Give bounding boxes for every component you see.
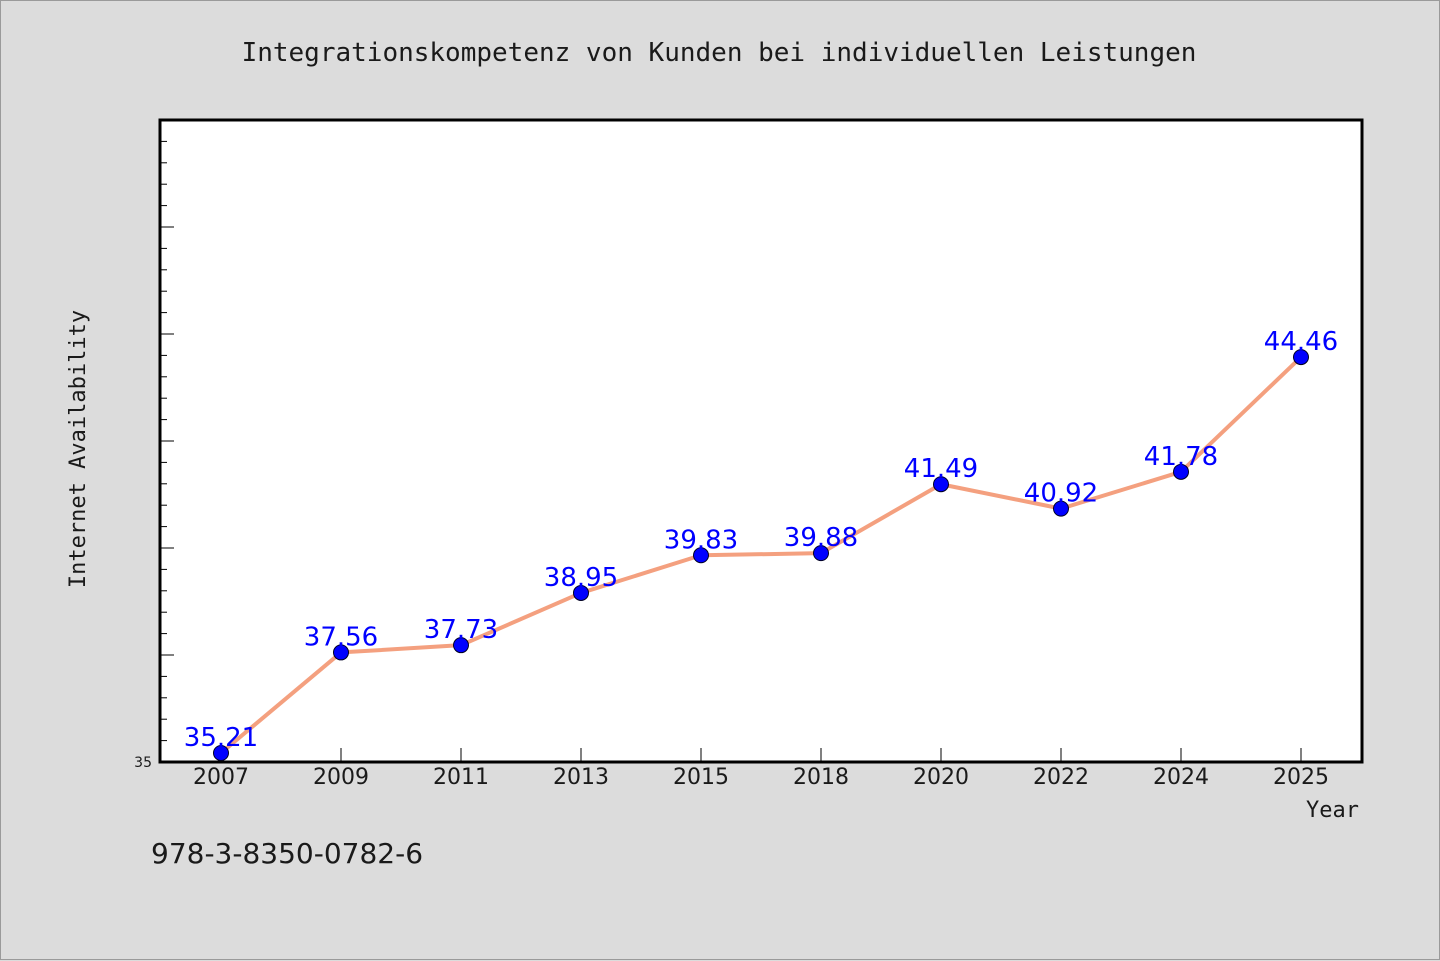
x-axis-label: Year — [1306, 798, 1359, 823]
x-tick-label: 2009 — [313, 765, 369, 790]
data-point — [573, 584, 589, 601]
data-point — [1173, 463, 1189, 480]
data-point — [693, 547, 709, 564]
data-point — [813, 545, 829, 562]
x-axis-ticks: 2007 2009 2011 2013 2015 2018 2020 2022 2024 2025 — [193, 748, 1329, 790]
chart-title: Integrationskompetenz von Kunden bei ind… — [242, 38, 1197, 68]
data-point — [1053, 500, 1069, 517]
series-group: 35.21 37.56 37.73 38.95 39.83 39.88 41.49 40.92… — [184, 327, 1338, 762]
data-label: 44.46 — [1264, 327, 1338, 357]
isbn-text: 978-3-8350-0782-6 — [151, 837, 423, 870]
data-point — [933, 476, 949, 493]
data-label: 40.92 — [1024, 479, 1098, 509]
x-tick-label: 2013 — [553, 765, 609, 790]
data-label: 35.21 — [184, 723, 258, 753]
data-label: 38.95 — [544, 563, 618, 593]
data-label: 39.88 — [784, 523, 858, 553]
y-tick-label: 35 — [134, 755, 152, 771]
data-label: 37.56 — [304, 622, 378, 652]
data-label: 37.73 — [424, 615, 498, 645]
x-tick-label: 2024 — [1153, 765, 1209, 790]
x-tick-label: 2018 — [793, 765, 849, 790]
data-point — [213, 745, 229, 762]
plot-area — [158, 118, 1364, 764]
data-label: 39.83 — [664, 525, 738, 555]
series-line — [219, 355, 1303, 755]
x-tick-label: 2011 — [433, 765, 489, 790]
data-point — [1293, 349, 1309, 366]
x-tick-label: 2015 — [673, 765, 729, 790]
y-axis-label: Internet Availability — [66, 310, 91, 588]
x-tick-label: 2007 — [193, 765, 249, 790]
data-label: 41.78 — [1144, 442, 1218, 472]
x-tick-label: 2022 — [1033, 765, 1089, 790]
x-tick-label: 2020 — [913, 765, 969, 790]
data-point — [453, 637, 469, 654]
y-axis-ticks: 35 — [134, 119, 174, 771]
x-tick-label: 2025 — [1273, 765, 1329, 790]
data-label: 41.49 — [904, 454, 978, 484]
data-point — [333, 644, 349, 661]
